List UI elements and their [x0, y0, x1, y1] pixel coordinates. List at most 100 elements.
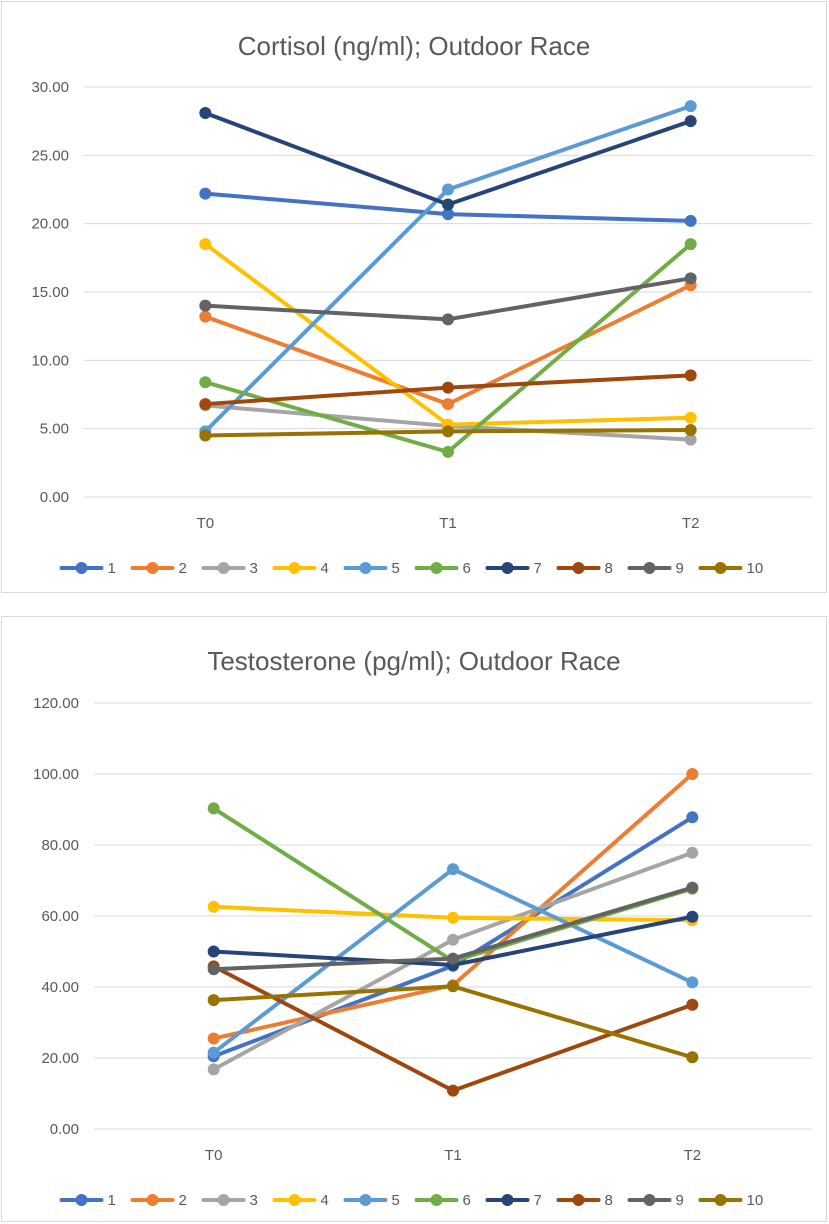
data-point-4: [207, 900, 220, 913]
data-point-4: [447, 911, 459, 924]
legend-label: 2: [179, 560, 187, 577]
legend-label: 3: [250, 1192, 258, 1209]
legend-swatch-marker: [359, 562, 372, 574]
data-point-8: [442, 381, 454, 394]
data-point-1: [686, 811, 699, 824]
data-point-7: [686, 910, 699, 923]
legend-label: 8: [605, 1192, 613, 1209]
y-tick-label: 25.00: [31, 147, 69, 164]
legend-swatch-marker: [146, 1194, 159, 1206]
legend-swatch-marker: [75, 562, 88, 574]
data-point-3: [684, 433, 697, 446]
data-point-8: [447, 1084, 459, 1097]
chart-title: Cortisol (ng/ml); Outdoor Race: [238, 31, 591, 61]
data-point-5: [447, 863, 459, 876]
y-tick-label: 30.00: [31, 79, 69, 96]
data-point-9: [442, 313, 454, 326]
y-tick-label: 80.00: [41, 837, 79, 854]
legend-swatch-marker: [217, 562, 230, 574]
legend-swatch-marker: [217, 1194, 230, 1206]
data-point-6: [684, 238, 697, 251]
cortisol-chart-panel: Cortisol (ng/ml); Outdoor Race 0.00 5.00 1…: [1, 1, 827, 593]
data-point-1: [442, 208, 454, 221]
testosterone-chart-panel: Testosterone (pg/ml); Outdoor Race 0.00 2…: [1, 616, 827, 1222]
data-point-3: [686, 846, 699, 859]
data-point-8: [686, 998, 699, 1011]
legend-label: 4: [321, 560, 329, 577]
legend-label: 10: [747, 1192, 764, 1209]
data-point-2: [199, 310, 212, 323]
legend-label: 9: [676, 560, 684, 577]
legend-swatch-marker: [288, 1194, 301, 1206]
y-tick-label: 20.00: [31, 216, 69, 233]
legend-label: 2: [179, 1192, 187, 1209]
data-point-1: [199, 187, 212, 200]
legend-swatch-marker: [430, 1194, 443, 1206]
data-point-9: [684, 272, 697, 285]
legend-label: 1: [108, 1192, 116, 1209]
data-point-5: [684, 100, 697, 113]
legend-label: 5: [392, 560, 400, 577]
data-point-9: [686, 881, 699, 894]
legend-swatch-marker: [714, 562, 727, 574]
data-point-2: [686, 768, 699, 780]
data-point-9: [199, 299, 212, 312]
x-tick-label: T2: [684, 1147, 702, 1164]
legend-label: 10: [747, 560, 764, 577]
legend-swatch-marker: [572, 562, 585, 574]
data-point-10: [447, 980, 459, 993]
data-point-2: [207, 1032, 220, 1045]
data-point-6: [199, 376, 212, 389]
x-tick-label: T0: [205, 1147, 223, 1164]
y-tick-label: 100.00: [33, 766, 79, 783]
data-point-1: [684, 214, 697, 227]
data-point-6: [442, 445, 454, 458]
data-point-9: [207, 963, 220, 976]
data-point-10: [207, 994, 220, 1007]
data-point-7: [207, 945, 220, 958]
legend-label: 8: [605, 560, 613, 577]
legend-label: 4: [321, 1192, 329, 1209]
legend-swatch-marker: [146, 562, 159, 574]
data-point-3: [207, 1063, 220, 1076]
data-point-7: [199, 106, 212, 119]
legend-swatch-marker: [75, 1194, 88, 1206]
cortisol-chart: Cortisol (ng/ml); Outdoor Race 0.00 5.00 1…: [31, 31, 812, 577]
y-tick-label: 40.00: [41, 979, 79, 996]
data-point-10: [442, 425, 454, 438]
legend-label: 9: [676, 1192, 684, 1209]
data-point-7: [442, 198, 454, 211]
legend-label: 6: [463, 560, 471, 577]
data-point-5: [686, 976, 699, 989]
y-tick-label: 20.00: [41, 1050, 79, 1067]
data-point-6: [207, 802, 220, 815]
data-point-8: [684, 369, 697, 382]
y-tick-label: 0.00: [50, 1121, 79, 1138]
legend-label: 5: [392, 1192, 400, 1209]
x-tick-label: T1: [439, 515, 457, 532]
data-point-8: [199, 398, 212, 411]
testosterone-chart: Testosterone (pg/ml); Outdoor Race 0.00 2…: [33, 646, 812, 1209]
legend-label: 7: [534, 1192, 542, 1209]
data-point-4: [684, 411, 697, 424]
data-point-3: [447, 933, 459, 946]
x-tick-label: T1: [444, 1147, 462, 1164]
y-tick-label: 0.00: [40, 489, 69, 506]
legend-label: 3: [250, 560, 258, 577]
legend-label: 1: [108, 560, 116, 577]
data-point-5: [442, 183, 454, 196]
y-tick-label: 15.00: [31, 284, 69, 301]
y-tick-label: 120.00: [33, 695, 79, 712]
legend-swatch-marker: [643, 562, 656, 574]
data-point-2: [442, 398, 454, 411]
legend-swatch-marker: [643, 1194, 656, 1206]
data-point-9: [447, 952, 459, 965]
data-point-4: [199, 238, 212, 251]
legend-swatch-marker: [288, 562, 301, 574]
y-tick-label: 10.00: [31, 352, 69, 369]
data-point-5: [207, 1046, 220, 1059]
legend-swatch-marker: [430, 562, 443, 574]
data-point-10: [686, 1051, 699, 1064]
y-tick-label: 5.00: [40, 421, 69, 438]
legend-swatch-marker: [359, 1194, 372, 1206]
